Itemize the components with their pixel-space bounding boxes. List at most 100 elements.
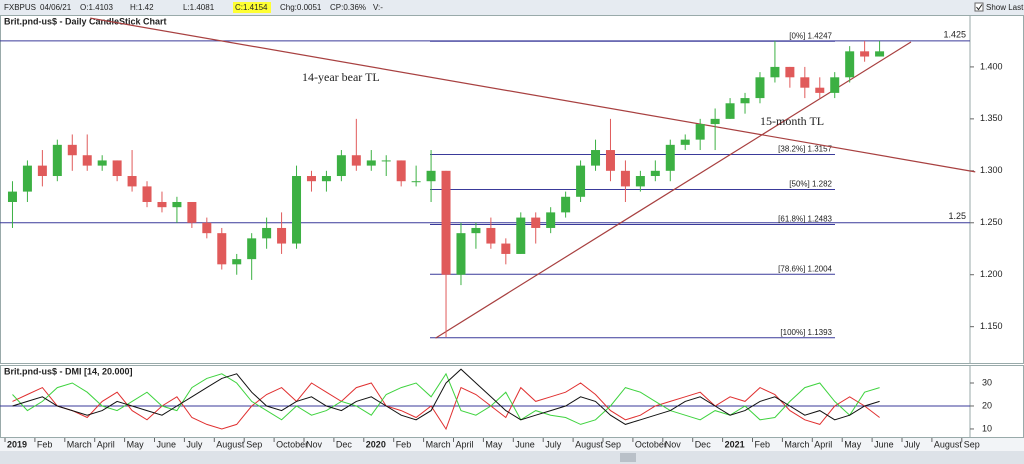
x-tick-label: 2021 [725, 439, 745, 449]
show-last-label[interactable]: Show Last [986, 3, 1024, 12]
scrollbar[interactable] [0, 451, 1024, 464]
candle-body [800, 77, 810, 88]
y-tick-label: 10 [982, 423, 992, 433]
x-tick-label: Sep [246, 439, 262, 449]
y-tick-label: 1.250 [980, 217, 1003, 227]
x-tick-label: July [545, 439, 562, 449]
y-tick-label: 1.350 [980, 113, 1003, 123]
candle-body [22, 165, 32, 192]
candle-body [232, 259, 242, 265]
candle-body [635, 176, 645, 187]
x-tick-label: Sep [964, 439, 980, 449]
candle-body [37, 165, 47, 177]
x-tick-label: July [186, 439, 203, 449]
candle-body [695, 124, 705, 140]
candle-body [112, 160, 122, 177]
open-value: O:1.4103 [80, 3, 113, 12]
fib-label: [50%] 1.282 [789, 180, 832, 189]
candle-body [740, 98, 750, 104]
x-tick-label: June [157, 439, 177, 449]
close-highlight [233, 2, 271, 13]
candle-body [755, 77, 765, 99]
candle-body [620, 170, 630, 187]
fib-label: [61.8%] 1.2483 [778, 215, 832, 224]
candle-body [142, 186, 152, 202]
x-tick-label: Dec [336, 439, 353, 449]
candle-body [591, 150, 601, 166]
x-tick-label: Dec [695, 439, 712, 449]
candle-body [501, 243, 511, 254]
y-tick-label: 1.150 [980, 321, 1003, 331]
candle-body [486, 227, 496, 244]
candle-body [321, 176, 331, 182]
x-tick-label: March [784, 439, 809, 449]
show-last-checkbox[interactable] [974, 2, 984, 12]
candle-body [845, 51, 855, 78]
y-tick-label: 20 [982, 400, 992, 410]
dmi-line [12, 368, 880, 425]
date: 04/06/21 [40, 3, 72, 12]
toolbar [0, 0, 1024, 15]
trend-line [90, 17, 976, 173]
x-tick-label: August [216, 439, 245, 449]
symbol: FXBPUS [4, 3, 36, 12]
x-tick-label: October [635, 439, 667, 449]
candle-body [860, 51, 870, 57]
x-tick-label: Nov [665, 439, 682, 449]
candle-body [875, 51, 885, 57]
y-tick-label: 1.200 [980, 269, 1003, 279]
x-tick-label: June [515, 439, 535, 449]
candle-body [665, 144, 675, 171]
change-percent: CP:0.36% [330, 3, 366, 12]
horizontal-line-label: 1.425 [943, 29, 966, 39]
fib-label: [78.6%] 1.2004 [778, 264, 832, 273]
candle-body [785, 66, 795, 78]
candle-body [396, 160, 406, 182]
x-tick-label: March [426, 439, 451, 449]
scroll-thumb[interactable] [620, 453, 636, 462]
candle-body [351, 155, 361, 166]
candle-body [680, 139, 690, 145]
candle-body [292, 176, 302, 244]
candle-body [277, 227, 287, 244]
candle-body [605, 150, 615, 171]
candle-body [830, 77, 840, 93]
candle-body [815, 87, 825, 93]
candle-body [366, 160, 376, 166]
candle-body [172, 201, 182, 208]
change-value: Chg:0.0051 [280, 3, 322, 12]
x-tick-label: June [874, 439, 894, 449]
candle-body [127, 176, 137, 187]
candle-body [67, 144, 77, 156]
dmi-panel [0, 365, 1024, 438]
candle-body [471, 227, 481, 234]
price-panel-title: Brit.pnd-us$ - Daily CandleStick Chart [4, 16, 167, 26]
candle-body [710, 118, 720, 125]
high-value: H:1.42 [130, 3, 154, 12]
checkmark [976, 4, 983, 11]
candle-body [561, 196, 571, 213]
candle-body [426, 170, 436, 182]
x-tick-label: Feb [755, 439, 771, 449]
candle-body [576, 165, 586, 197]
x-tick-label: May [485, 439, 503, 449]
chart-layer: 1.150 1.200 1.250 1.300 1.350 1.400 1.425 1.25 [… [0, 17, 1003, 449]
x-tick-label: March [67, 439, 92, 449]
candle-body [650, 170, 660, 177]
fib-label: [38.2%] 1.3157 [778, 145, 832, 154]
y-tick-label: 30 [982, 377, 992, 387]
dmi-line [12, 382, 880, 431]
candle-body [516, 217, 526, 254]
candle-body [202, 222, 212, 234]
y-tick-label: 1.400 [980, 61, 1003, 71]
candle-body [456, 233, 466, 275]
candle-body [217, 233, 227, 265]
x-tick-label: April [456, 439, 474, 449]
candle-body [7, 191, 17, 202]
trend-line-label: 14-year bear TL [302, 70, 380, 84]
volume-value: V:- [373, 3, 383, 12]
x-tick-label: May [127, 439, 145, 449]
low-value: L:1.4081 [183, 3, 215, 12]
dmi-panel-title: Brit.pnd-us$ - DMI [14, 20.000] [4, 366, 133, 376]
